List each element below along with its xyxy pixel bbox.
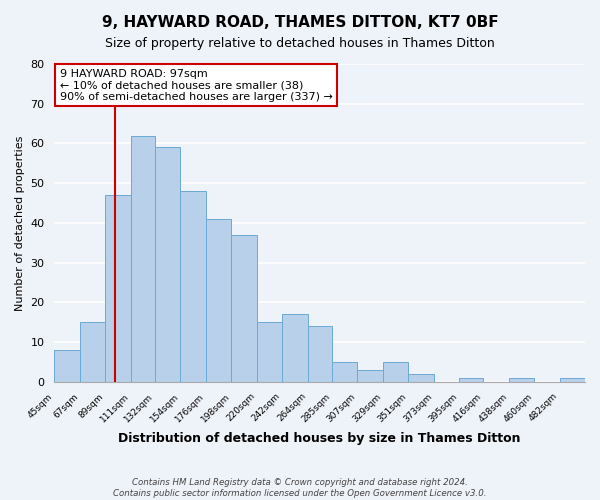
Bar (55, 350, 80, 382)
Bar (282, 314, 308, 382)
Bar (131, 136, 155, 382)
Bar (383, 362, 408, 382)
Bar (181, 191, 206, 382)
Bar (308, 326, 332, 382)
Text: Contains HM Land Registry data © Crown copyright and database right 2024.
Contai: Contains HM Land Registry data © Crown c… (113, 478, 487, 498)
Bar (257, 322, 282, 382)
X-axis label: Distribution of detached houses by size in Thames Ditton: Distribution of detached houses by size … (118, 432, 521, 445)
Bar (206, 219, 231, 382)
Bar (509, 378, 534, 382)
Bar (105, 195, 131, 382)
Bar (332, 362, 357, 382)
Bar (155, 148, 181, 382)
Text: Size of property relative to detached houses in Thames Ditton: Size of property relative to detached ho… (105, 38, 495, 51)
Bar (231, 235, 257, 382)
Bar (408, 374, 434, 382)
Text: 9, HAYWARD ROAD, THAMES DITTON, KT7 0BF: 9, HAYWARD ROAD, THAMES DITTON, KT7 0BF (101, 15, 499, 30)
Y-axis label: Number of detached properties: Number of detached properties (15, 135, 25, 310)
Bar (357, 370, 383, 382)
Bar (80, 322, 105, 382)
Text: 9 HAYWARD ROAD: 97sqm
← 10% of detached houses are smaller (38)
90% of semi-deta: 9 HAYWARD ROAD: 97sqm ← 10% of detached … (60, 69, 332, 102)
Bar (459, 378, 483, 382)
Bar (560, 378, 585, 382)
